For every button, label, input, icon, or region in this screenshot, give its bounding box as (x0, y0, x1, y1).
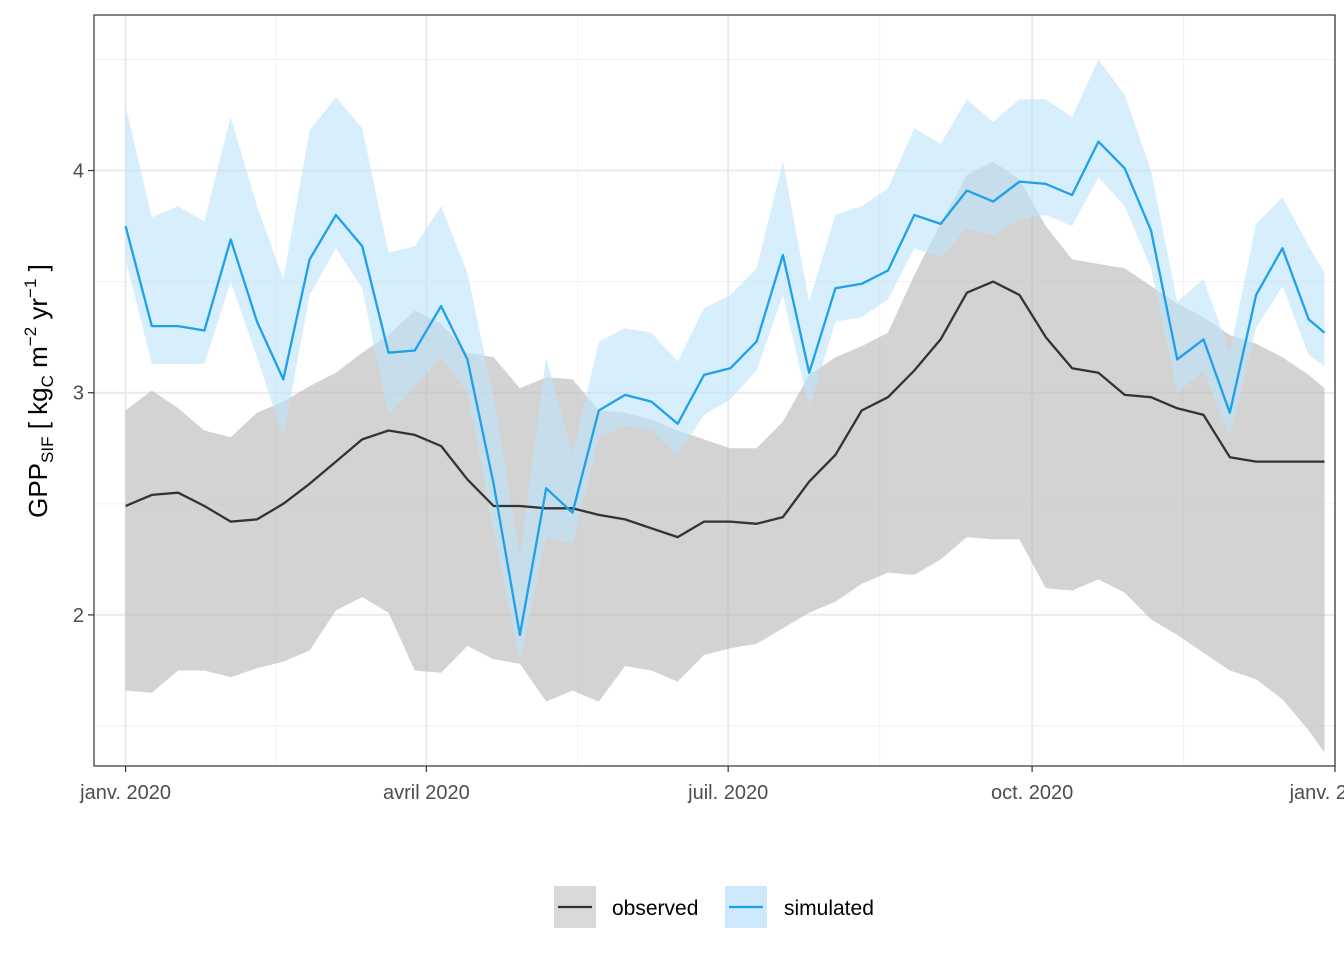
y-axis-title-unit-m: m (23, 346, 53, 375)
panel-border (93, 14, 1336, 767)
line-observed (125, 280, 1325, 539)
x-axis: janv. 2020 avril 2020 juil. 2020 oct. 2020 j… (79, 766, 1344, 804)
legend: observed simulated (554, 886, 874, 928)
line-simulated (124, 140, 1326, 637)
legend-label-simulated: simulated (784, 897, 874, 920)
x-tick-label: oct. 2020 (991, 782, 1073, 804)
y-axis: 2 3 4 (73, 161, 94, 627)
x-tick-label: juil. 2020 (687, 782, 768, 804)
y-axis-title-exp2: −1 (21, 279, 40, 298)
y-axis-title-close: ] (23, 264, 53, 278)
x-tick-label: avril 2020 (383, 782, 470, 804)
x-tick-label: janv. 2021 (1289, 782, 1344, 804)
band-simulated (125, 59, 1325, 662)
ribbon-layer (125, 59, 1325, 753)
y-axis-title-open: [ kg (23, 387, 53, 436)
y-axis-title-base: GPP (23, 463, 53, 518)
legend-label-observed: observed (612, 897, 698, 920)
x-tick-label: janv. 2020 (79, 782, 171, 804)
y-axis-title-sub: SIF (38, 437, 57, 463)
y-tick-label: 3 (73, 383, 84, 405)
y-axis-title-unit-yr: yr (23, 298, 53, 327)
line-layer (124, 140, 1326, 637)
y-tick-label: 2 (73, 605, 84, 627)
y-axis-title-c-sub: C (38, 375, 57, 387)
y-tick-label: 4 (73, 161, 84, 183)
y-axis-title-exp1: −2 (21, 327, 40, 346)
band-observed (125, 161, 1325, 753)
y-axis-title: GPPSIF [ kgC m−2 yr−1 ] (21, 264, 57, 518)
